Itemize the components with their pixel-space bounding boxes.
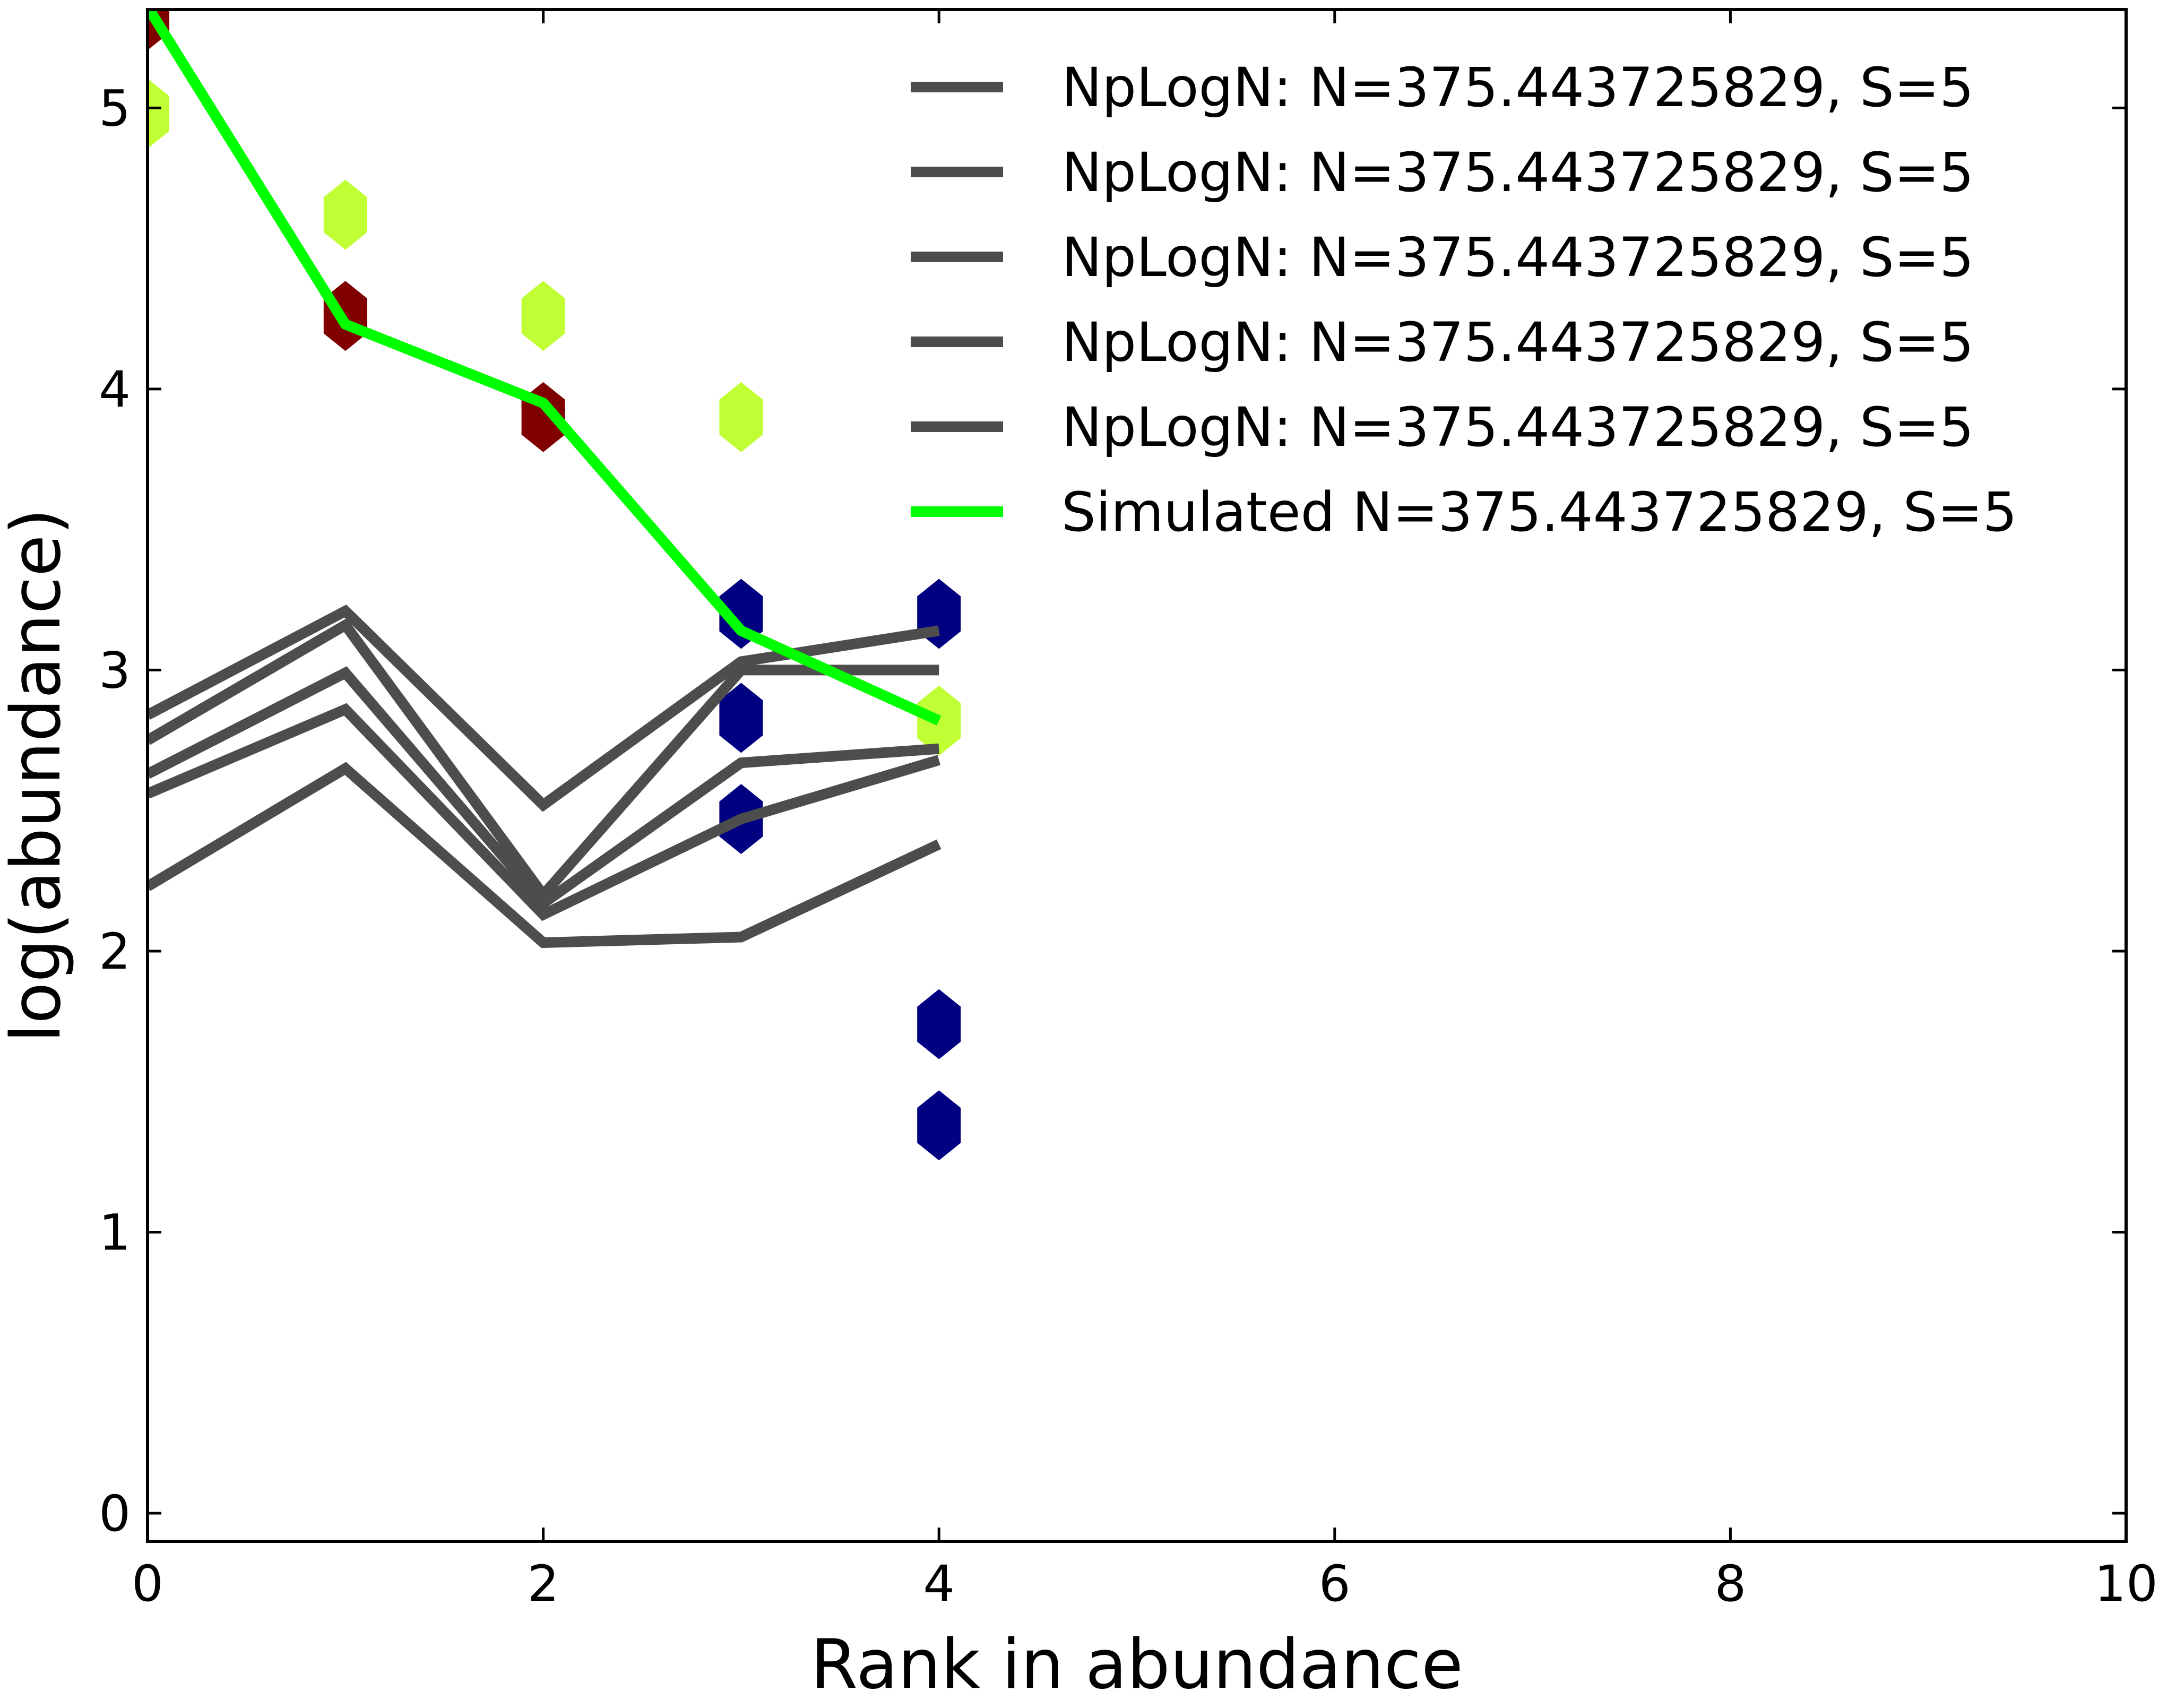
y-tick-label: 3 xyxy=(99,642,131,700)
y-tick-label: 0 xyxy=(99,1485,131,1543)
legend-label: NpLogN: N=375.443725829, S=5 xyxy=(1061,396,1974,459)
series-line-1 xyxy=(148,604,940,812)
x-tick-label: 6 xyxy=(1319,1555,1351,1613)
series-line-3 xyxy=(148,666,939,911)
plot-frame xyxy=(146,8,2128,1543)
series-line-6 xyxy=(148,10,942,726)
x-tick-label: 2 xyxy=(528,1555,559,1613)
legend-label: NpLogN: N=375.443725829, S=5 xyxy=(1061,226,1974,289)
x-tick-label: 10 xyxy=(2094,1555,2158,1613)
y-tick-label: 1 xyxy=(99,1204,131,1262)
plot-area xyxy=(148,10,961,1161)
x-axis-title: Rank in abundance xyxy=(810,1625,1463,1704)
legend-label: NpLogN: N=375.443725829, S=5 xyxy=(1061,56,1974,119)
x-tick-label: 0 xyxy=(132,1555,163,1613)
data-point-marker xyxy=(917,1090,961,1161)
legend-label: NpLogN: N=375.443725829, S=5 xyxy=(1061,311,1974,374)
axis-ticks: 0 2 4 6 8 10 0 1 2 3 4 5 xyxy=(99,10,2158,1613)
y-tick-label: 4 xyxy=(99,361,131,419)
y-tick-label: 2 xyxy=(99,923,131,981)
legend-label: Simulated N=375.443725829, S=5 xyxy=(1061,481,2017,544)
data-point-marker xyxy=(323,179,367,250)
x-tick-label: 8 xyxy=(1714,1555,1746,1613)
data-point-marker xyxy=(521,281,565,351)
legend: NpLogN: N=375.443725829, S=5 NpLogN: N=37… xyxy=(911,56,2017,544)
series-line-5 xyxy=(148,762,942,948)
data-point-marker xyxy=(719,382,763,452)
series-line-2 xyxy=(148,618,939,903)
legend-label: NpLogN: N=375.443725829, S=5 xyxy=(1061,141,1974,204)
y-tick-label: 5 xyxy=(99,80,131,137)
data-point-marker xyxy=(917,989,961,1059)
data-point-marker xyxy=(719,683,763,753)
series-line-4 xyxy=(148,703,941,921)
x-tick-label: 4 xyxy=(923,1555,955,1613)
y-axis-title: log(abundance) xyxy=(0,508,76,1043)
data-point-marker xyxy=(148,78,169,149)
